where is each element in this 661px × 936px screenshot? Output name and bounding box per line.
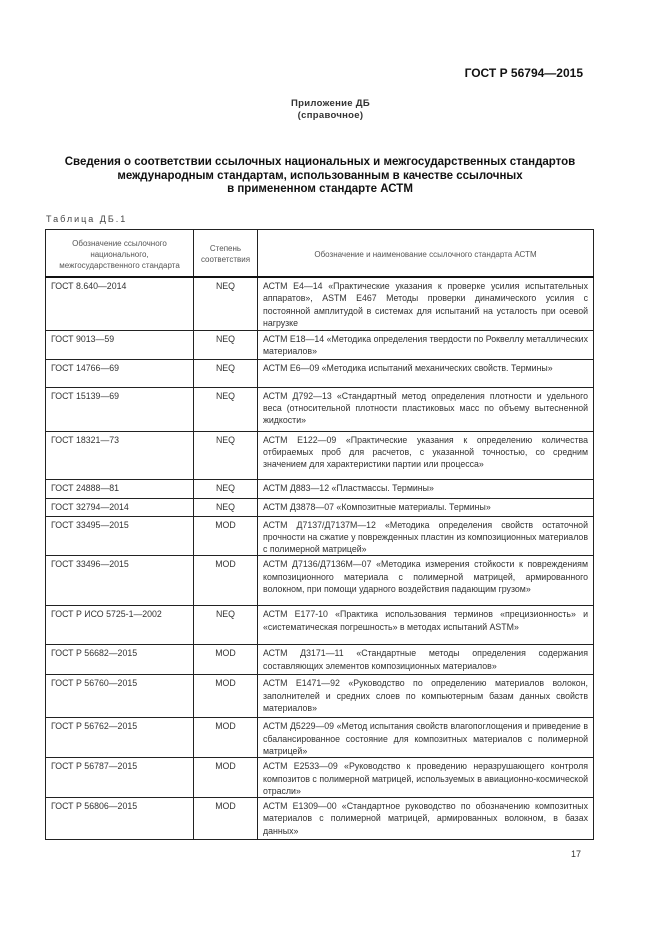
table-row: ГОСТ 15139—69 NEQ АСТМ Д792—13 «Стандартны… (45, 386, 594, 432)
title-line: в примененном стандарте АСТМ (227, 183, 413, 195)
appendix-title: Приложение ДБ (291, 98, 370, 109)
astm-standard-cell: АСТМ Д3171—11 «Стандартные методы опреде… (257, 644, 594, 676)
section-title: Сведения о соответствии ссылочных национ… (40, 156, 600, 197)
degree-cell: NEQ (193, 386, 258, 432)
appendix-subtitle: (справочное) (297, 110, 364, 121)
degree-cell: MOD (193, 674, 258, 719)
title-line: Сведения о соответствии ссылочных национ… (64, 156, 576, 168)
astm-standard-cell: АСТМ Е1471—92 «Руководство по определени… (257, 674, 594, 719)
degree-cell: MOD (193, 717, 258, 759)
astm-standard-cell: АСТМ Е122—09 «Практические указания к оп… (257, 430, 594, 480)
degree-cell: MOD (193, 644, 258, 676)
table-row: ГОСТ 14766—69 NEQ АСТМ Е6—09 «Методика исп… (45, 358, 594, 388)
degree-cell: MOD (193, 555, 258, 607)
national-standard-cell: ГОСТ Р ИСО 5725-1—2002 (45, 605, 194, 646)
national-standard-cell: ГОСТ 9013—59 (45, 329, 194, 360)
page-number: 17 (570, 849, 581, 859)
astm-standard-cell: АСТМ Е177-10 «Практика использования тер… (257, 605, 594, 646)
national-standard-cell: ГОСТ Р 56682—2015 (45, 644, 194, 676)
astm-standard-cell: АСТМ Д7136/Д7136М—07 «Методика измерения… (257, 555, 594, 607)
table-row: ГОСТ 32794—2014 NEQ АСТМ Д3878—07 «Компози… (45, 497, 594, 517)
degree-cell: NEQ (193, 497, 258, 517)
national-standard-cell: ГОСТ Р 56806—2015 (45, 797, 194, 841)
degree-cell: MOD (193, 757, 258, 799)
table-row: ГОСТ Р 56762—2015 MOD АСТМ Д5229—09 «Метод… (45, 717, 594, 759)
national-standard-cell: ГОСТ 15139—69 (45, 386, 194, 432)
table-row: ГОСТ 24888—81 NEQ АСТМ Д883—12 «Пластмассы… (45, 478, 594, 499)
table-header-row: Обозначение ссылочного национального, ме… (45, 229, 594, 278)
title-line: международным стандартам, использованным… (117, 169, 523, 182)
astm-standard-cell: АСТМ Е18—14 «Методика определения твердо… (257, 329, 594, 360)
header-national: Обозначение ссылочного национального, ме… (45, 229, 194, 278)
degree-cell: NEQ (193, 329, 258, 360)
degree-cell: MOD (193, 797, 258, 841)
national-standard-cell: ГОСТ 14766—69 (45, 358, 194, 388)
table-row: ГОСТ 33495—2015 MOD АСТМ Д7137/Д7137М—12 «… (45, 515, 594, 557)
degree-cell: NEQ (193, 358, 258, 388)
astm-standard-cell: АСТМ Е6—09 «Методика испытаний механичес… (257, 358, 594, 388)
astm-standard-cell: АСТМ Д3878—07 «Композитные материалы. Те… (257, 497, 594, 517)
table-row: ГОСТ Р 56682—2015 MOD АСТМ Д3171—11 «Станд… (45, 644, 594, 676)
national-standard-cell: ГОСТ 8.640—2014 (45, 276, 194, 331)
header-degree: Степень соответствия (193, 229, 258, 278)
astm-standard-cell: АСТМ Д5229—09 «Метод испытания свойств в… (257, 717, 594, 759)
degree-cell: MOD (193, 515, 258, 557)
national-standard-cell: ГОСТ 32794—2014 (45, 497, 194, 517)
header-astm: Обозначение и наименование ссылочного ст… (257, 229, 594, 278)
astm-standard-cell: АСТМ Д883—12 «Пластмассы. Термины» (257, 478, 594, 499)
national-standard-cell: ГОСТ Р 56760—2015 (45, 674, 194, 719)
table-row: ГОСТ 33496—2015 MOD АСТМ Д7136/Д7136М—07 «… (45, 555, 594, 607)
degree-cell: NEQ (193, 478, 258, 499)
national-standard-cell: ГОСТ 18321—73 (45, 430, 194, 480)
degree-cell: NEQ (193, 605, 258, 646)
table-row: ГОСТ 18321—73 NEQ АСТМ Е122—09 «Практическ… (45, 430, 594, 480)
astm-standard-cell: АСТМ Е4—14 «Практические указания к пров… (257, 276, 594, 331)
document-id: ГОСТ Р 56794—2015 (464, 66, 583, 80)
astm-standard-cell: АСТМ Е2533—09 «Руководство к проведению … (257, 757, 594, 799)
table-row: ГОСТ Р 56787—2015 MOD АСТМ Е2533—09 «Руков… (45, 757, 594, 799)
astm-standard-cell: АСТМ Д7137/Д7137М—12 «Методика определен… (257, 515, 594, 557)
table-row: ГОСТ Р ИСО 5725-1—2002 NEQ АСТМ Е177-10 «П… (45, 605, 594, 646)
astm-standard-cell: АСТМ Д792—13 «Стандартный метод определе… (257, 386, 594, 432)
table-label: Таблица ДБ.1 (46, 214, 128, 224)
degree-cell: NEQ (193, 430, 258, 480)
national-standard-cell: ГОСТ 33495—2015 (45, 515, 194, 557)
national-standard-cell: ГОСТ Р 56787—2015 (45, 757, 194, 799)
national-standard-cell: ГОСТ 33496—2015 (45, 555, 194, 607)
national-standard-cell: ГОСТ 24888—81 (45, 478, 194, 499)
national-standard-cell: ГОСТ Р 56762—2015 (45, 717, 194, 759)
table-row: ГОСТ Р 56760—2015 MOD АСТМ Е1471—92 «Руков… (45, 674, 594, 719)
table-row: ГОСТ 9013—59 NEQ АСТМ Е18—14 «Методика опр… (45, 329, 594, 360)
astm-standard-cell: АСТМ Е1309—00 «Стандартное руководство п… (257, 797, 594, 841)
table-row: ГОСТ Р 56806—2015 MOD АСТМ Е1309—00 «Станд… (45, 797, 594, 841)
degree-cell: NEQ (193, 276, 258, 331)
table-row: ГОСТ 8.640—2014 NEQ АСТМ Е4—14 «Практическ… (45, 276, 594, 331)
correspondence-table: Обозначение ссылочного национального, ме… (45, 229, 594, 841)
